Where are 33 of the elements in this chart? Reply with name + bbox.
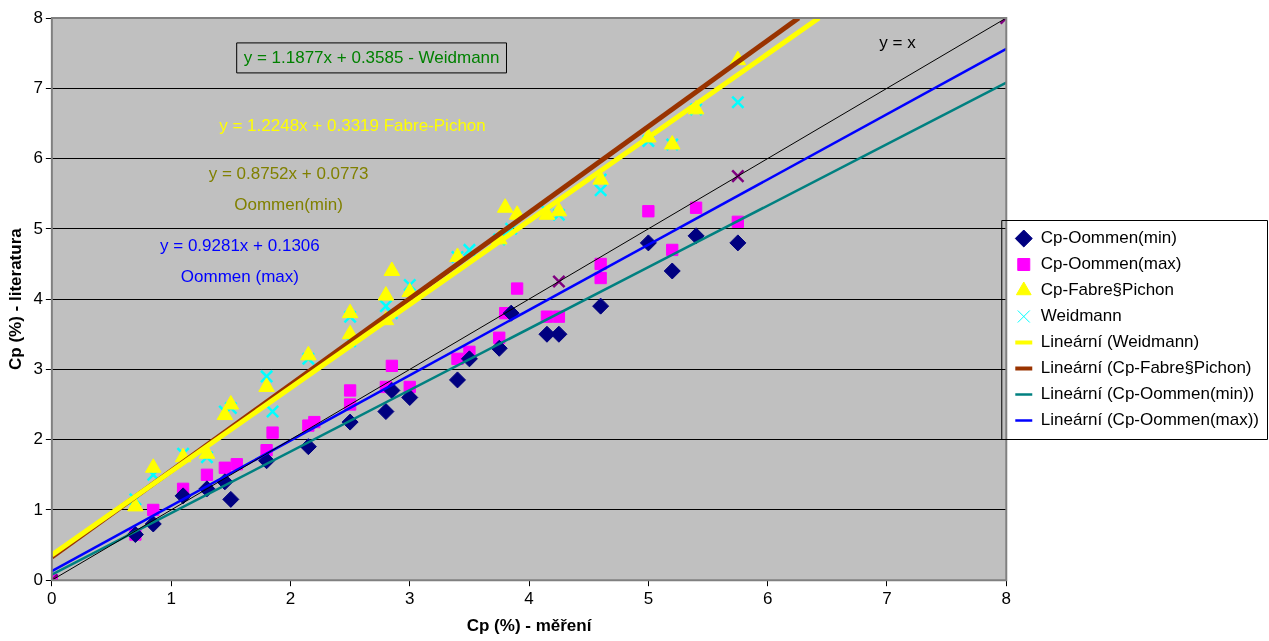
- x-tick-label: 4: [524, 589, 534, 609]
- x-tick-label: 7: [882, 589, 892, 609]
- x-tick-label: 0: [47, 589, 57, 609]
- legend-label: Weidmann: [1040, 306, 1122, 326]
- annotation: y = 0.9281x + 0.1306 Oommen (max): [160, 236, 320, 287]
- annotation: y = 1.1877x + 0.3585 - Weidmann: [243, 47, 500, 67]
- legend-label: Cp-Fabre§Pichon: [1040, 280, 1175, 300]
- legend-label: Cp-Oommen(min): [1040, 228, 1177, 248]
- legend-label: Lineární (Cp-Oommen(min)): [1040, 384, 1255, 404]
- legend-label: Lineární (Cp-Fabre§Pichon): [1040, 358, 1252, 378]
- y-axis-title: Cp (%) - literatura: [5, 227, 25, 370]
- y-tick-label: 6: [33, 148, 43, 168]
- y-tick-label: 1: [33, 499, 43, 519]
- y-tick-label: 8: [33, 7, 43, 27]
- x-tick-label: 1: [166, 589, 176, 609]
- annotation: y = x: [879, 32, 917, 52]
- x-tick-label: 2: [285, 589, 296, 609]
- x-tick-label: 5: [643, 589, 654, 609]
- x-axis-title: Cp (%) - měření: [466, 616, 593, 636]
- legend-label: Lineární (Weidmann): [1040, 332, 1200, 352]
- y-tick-label: 0: [33, 569, 43, 589]
- y-tick-label: 7: [33, 77, 43, 97]
- legend-label: Cp-Oommen(max): [1040, 254, 1182, 274]
- annotation: y = 1.2248x + 0.3319 Fabre-Pichon: [219, 115, 486, 135]
- annotation: y = 0.8752x + 0.0773 Oommen(min): [208, 164, 369, 215]
- y-tick-label: 3: [33, 359, 43, 379]
- y-tick-label: 5: [33, 218, 43, 238]
- legend-label: Lineární (Cp-Oommen(max)): [1040, 410, 1260, 430]
- x-tick-label: 3: [405, 589, 415, 609]
- x-tick-label: 6: [762, 589, 773, 609]
- y-tick-label: 2: [33, 429, 43, 449]
- y-tick-label: 4: [33, 288, 43, 308]
- x-tick-label: 8: [1001, 589, 1012, 609]
